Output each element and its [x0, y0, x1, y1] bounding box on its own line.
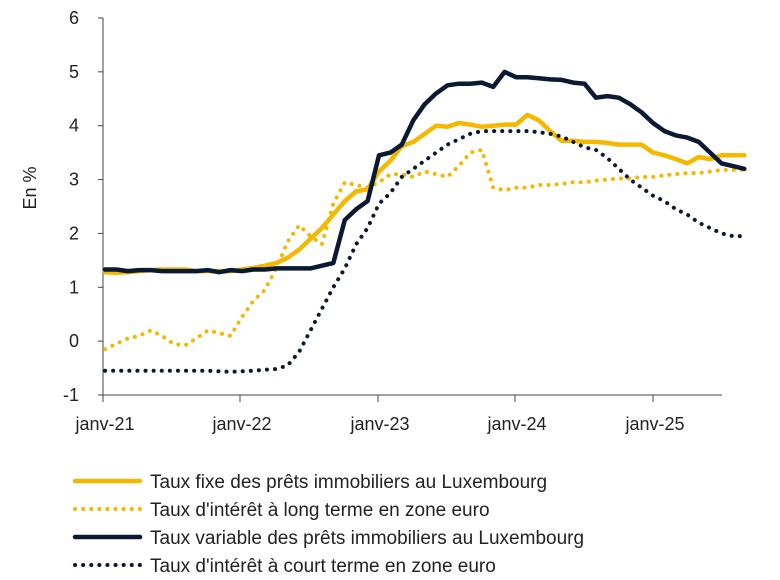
y-axis-label: En % [20, 166, 40, 209]
series-line-4 [103, 129, 747, 374]
y-tick-label: 3 [69, 170, 79, 190]
y-tick-label: 6 [69, 8, 79, 28]
y-axis: -1 0 1 2 3 4 5 6 [63, 8, 104, 405]
y-tick-label: 2 [69, 223, 79, 243]
legend-label-3: Taux variable des prêts immobiliers au L… [150, 528, 584, 549]
y-tick-label: 4 [69, 116, 79, 136]
series-line-1 [102, 112, 747, 275]
y-tick-label: 1 [69, 277, 79, 297]
legend: Taux fixe des prêts immobiliers au Luxem… [72, 472, 584, 577]
series-line-2 [103, 147, 747, 352]
legend-label-2: Taux d'intérêt à long terme en zone euro [150, 500, 490, 521]
legend-label-1: Taux fixe des prêts immobiliers au Luxem… [150, 472, 547, 493]
series-line-3 [102, 69, 747, 275]
y-tick-label: -1 [63, 385, 79, 405]
series-layer [102, 69, 747, 374]
legend-label-4: Taux d'intérêt à court terme en zone eur… [150, 556, 496, 577]
x-tick-label: janv-24 [486, 414, 546, 434]
x-tick-label: janv-21 [74, 414, 134, 434]
x-axis: janv-21 janv-22 janv-23 janv-24 janv-25 [74, 394, 722, 434]
y-tick-label: 5 [69, 62, 79, 82]
x-tick-label: janv-25 [624, 414, 684, 434]
x-tick-label: janv-22 [211, 414, 271, 434]
y-tick-label: 0 [69, 331, 79, 351]
x-tick-label: janv-23 [349, 414, 409, 434]
